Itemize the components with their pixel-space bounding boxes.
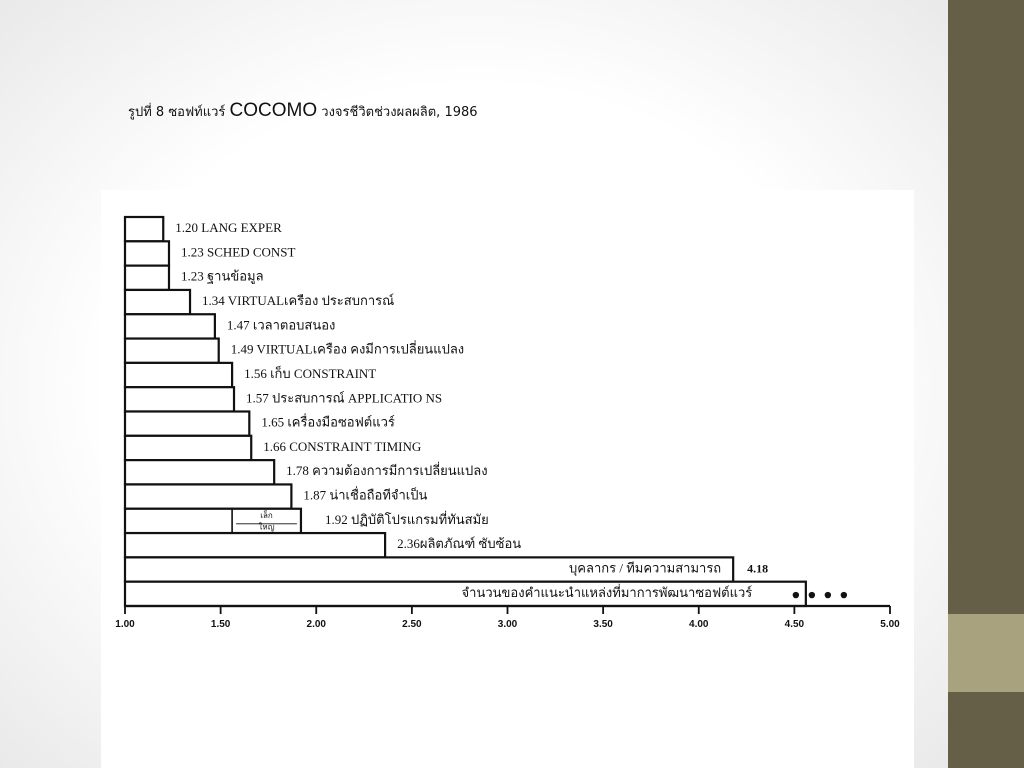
bar-label-0: 1.20 LANG EXPER — [175, 220, 282, 235]
slide-title-prefix: รูปที่ 8 ซอฟท์แวร์ — [128, 105, 230, 120]
ellipsis-dot-1 — [808, 591, 816, 599]
x-tick-label-6: 4.00 — [689, 619, 709, 630]
x-tick-label-8: 5.00 — [880, 619, 900, 630]
bar-label-9: 1.66 CONSTRAINT TIMING — [263, 439, 421, 454]
inset-label-small: เล็ก — [260, 510, 273, 520]
slide-title-highlight: COCOMO — [229, 100, 318, 121]
bar-label-6: 1.56 เก็บ CONSTRAINT — [244, 364, 376, 381]
bar-label-13: 2.36ผลิตภัณฑ์ ซับซ้อน — [397, 536, 521, 551]
x-tick-label-5: 3.50 — [593, 619, 613, 630]
bar-label-8: 1.65 เครื่องมือซอฟต์แวร์ — [261, 414, 395, 430]
bar-1 — [123, 240, 171, 267]
ellipsis-dot-0 — [792, 591, 800, 599]
x-tick-label-1: 1.50 — [211, 619, 231, 630]
side-decor-accent — [948, 614, 1024, 692]
x-tick-label-3: 2.50 — [402, 619, 422, 630]
ellipsis-dot-2 — [824, 591, 832, 599]
bar-3 — [123, 288, 192, 316]
bar-label-7: 1.57 ประสบการณ์ APPLICATIO NS — [246, 390, 442, 405]
bar-label-4: 1.47 เวลาตอบสนอง — [227, 317, 336, 332]
x-tick-label-7: 4.50 — [785, 619, 805, 630]
bar-label-12: 1.92 ปฏิบัติโปรแกรมที่ทันสมัย — [325, 511, 489, 527]
figure-panel: 1.20 LANG EXPER 1.23 SCHED CONST 1.23 ฐานข… — [101, 190, 914, 768]
bar-label-2: 1.23 ฐานข้อมูล — [181, 269, 264, 285]
bar-13 — [123, 531, 387, 559]
bar-value-label-14: 4.18 — [747, 561, 768, 575]
x-tick-label-4: 3.00 — [498, 619, 518, 630]
x-tick-label-0: 1.00 — [115, 619, 135, 630]
bar-2 — [123, 264, 171, 292]
bar-label-5: 1.49 VIRTUALเครือง คงมีการเปลี่ยนแปลง — [231, 341, 464, 357]
bar-9 — [123, 434, 253, 462]
inset-label-large: ใหญ่ — [259, 523, 275, 532]
bar-label-14: บุคลากร / ทีมความสามารถ — [569, 560, 721, 576]
bar-5 — [123, 337, 220, 364]
bar-4 — [123, 313, 216, 340]
bar-7 — [123, 386, 236, 413]
bar-label-3: 1.34 VIRTUALเครือง ประสบการณ์ — [202, 293, 394, 308]
bar-label-15: จำนวนของคำแนะนำแหล่งที่มาการพัฒนาซอฟต์แว… — [462, 584, 753, 600]
bar-11 — [123, 483, 293, 510]
bar-12 — [123, 507, 303, 535]
slide-title-suffix: วงจรชีวิตช่วงผลผลิต, 1986 — [317, 105, 478, 120]
bar-6 — [123, 361, 234, 389]
ellipsis-dot-3 — [840, 591, 848, 599]
bar-10 — [123, 459, 276, 486]
bar-15 — [123, 580, 807, 608]
bar-0 — [123, 215, 165, 243]
slide-title: รูปที่ 8 ซอฟท์แวร์ COCOMO วงจรชีวิตช่วงผ… — [128, 100, 478, 122]
bar-8 — [123, 410, 251, 437]
cocomo-bar-chart: 1.20 LANG EXPER 1.23 SCHED CONST 1.23 ฐานข… — [115, 215, 900, 630]
bar-label-11: 1.87 น่าเชื่อถือทีจำเป็น — [303, 486, 427, 503]
bar-label-1: 1.23 SCHED CONST — [181, 244, 296, 259]
x-tick-label-2: 2.00 — [307, 619, 327, 630]
bar-label-10: 1.78 ความต้องการมีการเปลี่ยนแปลง — [286, 462, 487, 478]
